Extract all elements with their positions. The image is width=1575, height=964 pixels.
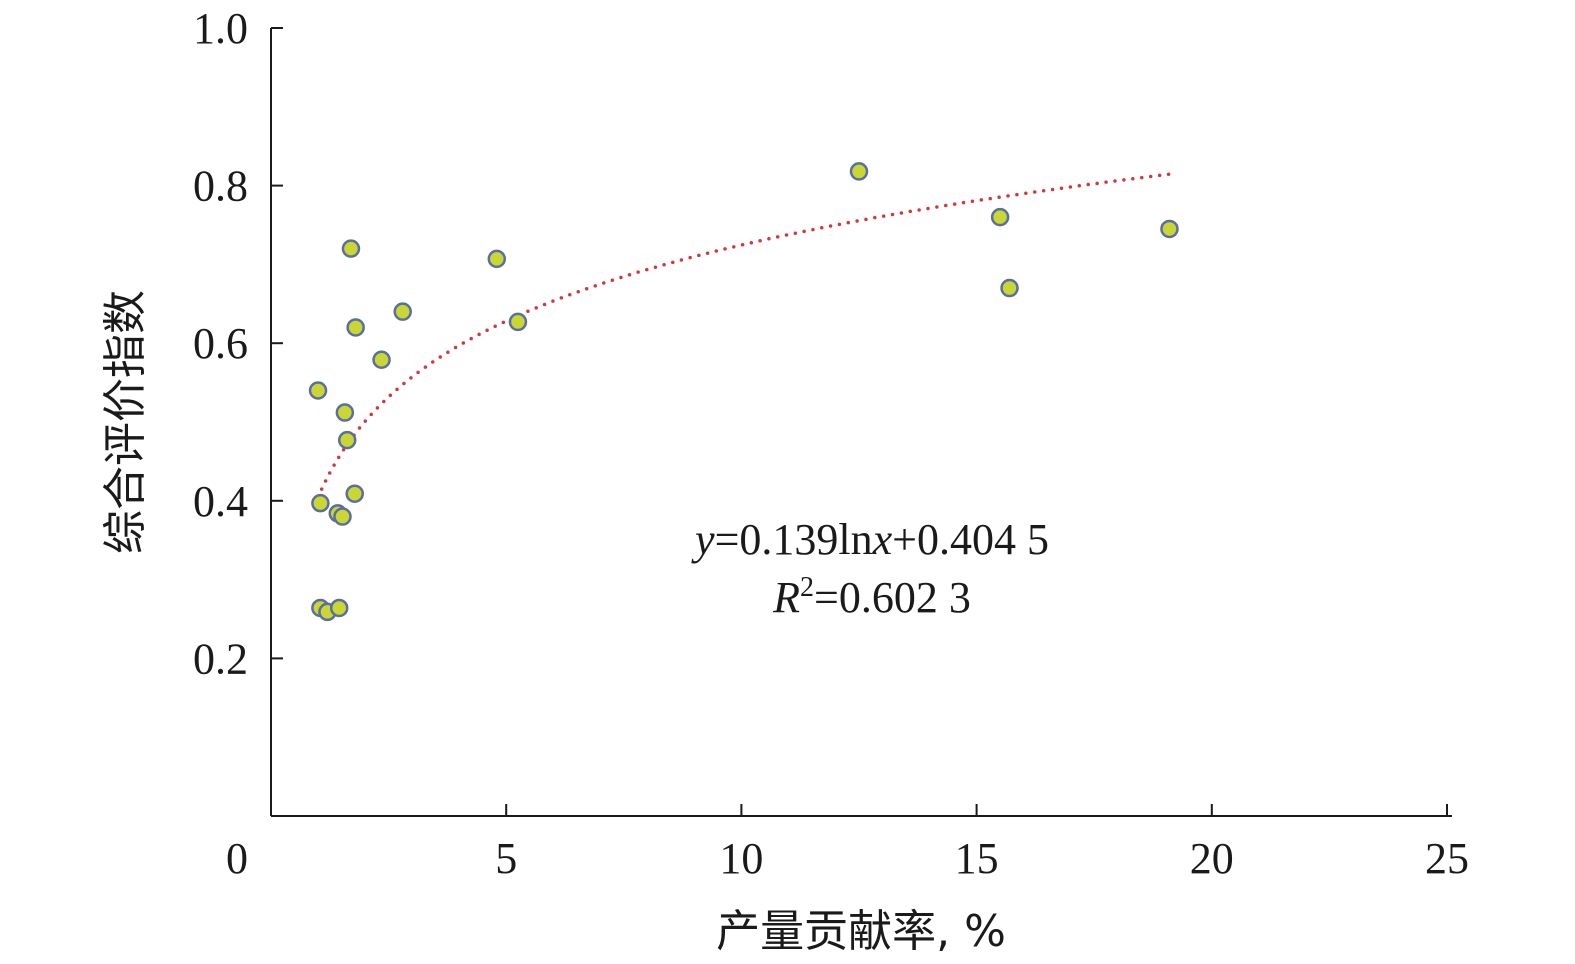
data-point [335,403,355,422]
trendline [316,172,1172,500]
y-tick-label: 0.6 [193,319,248,368]
x-tick-label: 10 [719,834,763,883]
data-point [329,598,349,618]
data-point [849,162,869,181]
trendline-group [316,172,1172,500]
x-tick-label: 5 [495,834,517,883]
data-point [372,350,391,369]
r-squared-value: =0.602 3 [814,573,971,622]
trendline-equation: y=0.139lnx+0.404 5 [691,515,1049,564]
axes [270,28,1452,817]
data-point [308,381,328,400]
y-tick-label: 0.4 [193,477,248,526]
data-point [393,302,412,321]
r-squared-var: R [772,573,800,622]
x-tick-label: 15 [955,834,999,883]
data-point [333,507,352,526]
x-axis-title: 产量贡献率, % [716,906,1006,957]
x-tick-label: 20 [1190,834,1234,883]
equation-x-var: x [872,515,893,564]
x-axis-ticks: 0 5 10 15 20 25 [226,804,1469,883]
x-tick-label: 25 [1425,834,1469,883]
y-tick-label: 0.8 [193,162,248,211]
equation-y-var: y [691,515,715,564]
scatter-points [308,162,1179,622]
y-axis-ticks: 0.2 0.4 0.6 0.8 1.0 [193,4,283,683]
x-tick-label: 0 [226,834,248,883]
equation-middle: =0.139ln [715,515,873,564]
data-point [508,312,528,332]
y-tick-label: 0.2 [193,634,248,683]
data-point [1000,278,1019,298]
data-point [1160,219,1179,239]
r-squared-superscript: 2 [800,572,814,603]
data-point [311,493,330,513]
r-squared-label: R2=0.602 3 [772,572,971,622]
y-tick-label: 1.0 [193,4,248,53]
equation-end: +0.404 5 [892,515,1049,564]
data-point [345,484,364,503]
data-point [346,318,365,337]
data-point [341,239,361,258]
data-point [487,249,507,269]
data-point [337,430,357,450]
y-axis-title: 综合评价指数 [100,290,151,554]
data-point [990,207,1010,227]
